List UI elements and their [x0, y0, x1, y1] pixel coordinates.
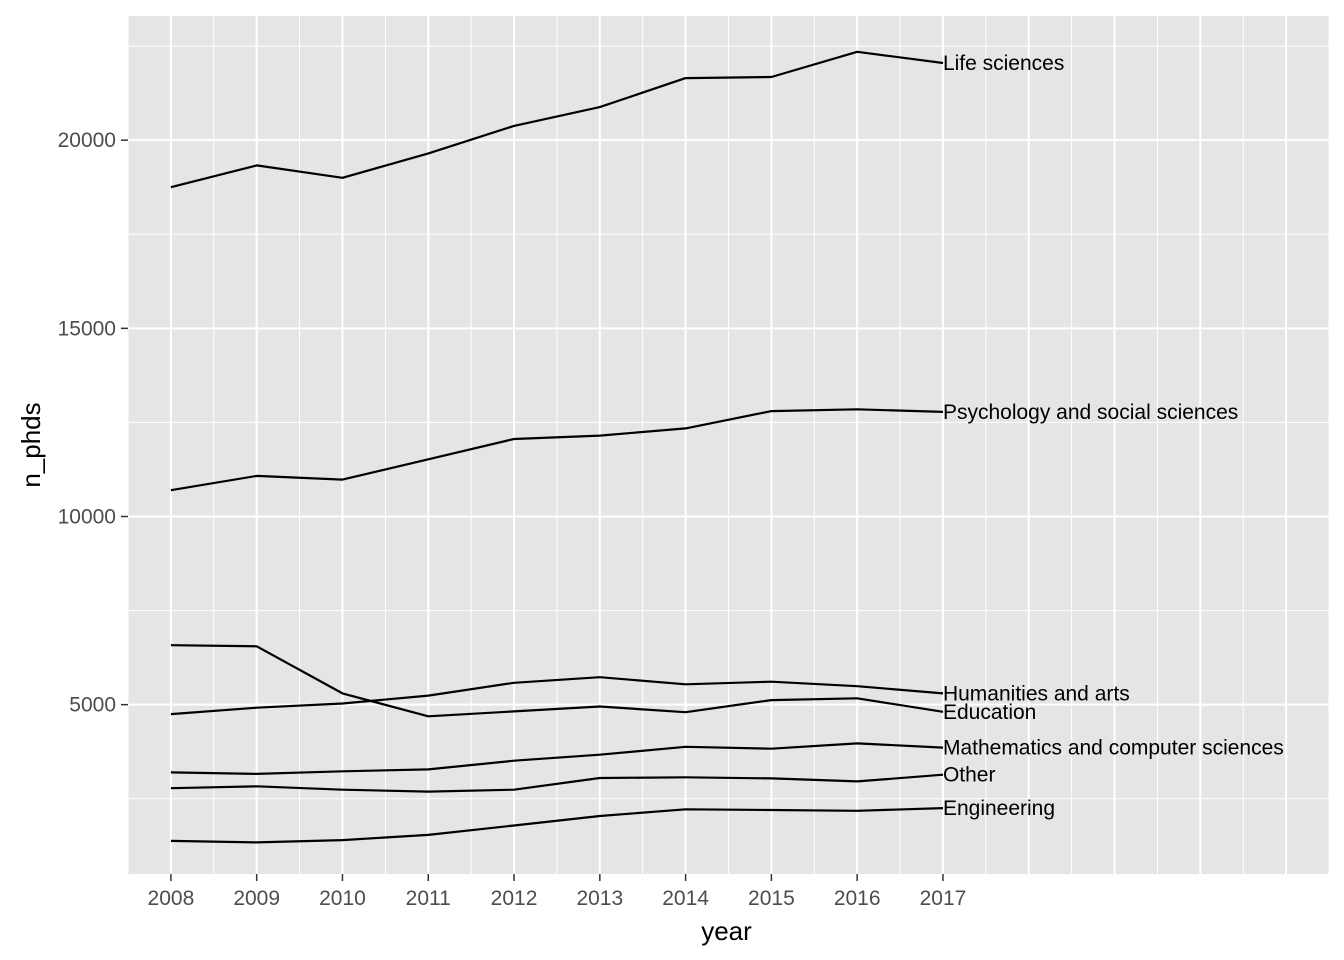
- x-tick-label: 2017: [920, 887, 967, 910]
- major-gridlines: [128, 16, 1329, 874]
- series-line: [170, 742, 944, 776]
- y-tick-label: 20000: [58, 129, 116, 152]
- series-label: Education: [943, 701, 1036, 724]
- x-tick-label: 2011: [406, 887, 451, 910]
- x-tick-label: 2010: [319, 887, 366, 910]
- x-tick-label: 2012: [491, 887, 538, 910]
- y-tick-label: 10000: [58, 506, 116, 529]
- series-line: [170, 676, 944, 716]
- series-labels: Life sciences Psychology and social scien…: [943, 52, 1284, 820]
- x-tick-label: 2016: [834, 887, 881, 910]
- series-label: Mathematics and computer sciences: [943, 737, 1284, 760]
- y-axis-title: n_phds: [16, 402, 46, 487]
- y-tick-label: 15000: [58, 317, 116, 340]
- series-lines: [170, 50, 944, 844]
- x-tick-label: 2014: [662, 887, 709, 910]
- series-line: [170, 50, 944, 189]
- minor-gridlines: [127, 16, 1330, 874]
- series-label: Engineering: [943, 797, 1055, 820]
- series-label: Humanities and arts: [943, 682, 1130, 705]
- series-label: Other: [943, 764, 996, 787]
- series-line: [170, 644, 944, 718]
- x-tick-label: 2015: [748, 887, 795, 910]
- x-axis-title: year: [701, 916, 752, 946]
- y-axis: 5000 10000 15000 20000: [58, 129, 128, 717]
- x-tick-label: 2013: [576, 887, 623, 910]
- series-line: [170, 408, 944, 492]
- series-line: [170, 807, 944, 844]
- x-axis: 2008 2009 2010 2011 2012 2013 2014 2015 2016 2017: [148, 874, 967, 910]
- x-tick-label: 2008: [148, 887, 195, 910]
- series-label: Life sciences: [943, 52, 1064, 75]
- series-label: Psychology and social sciences: [943, 401, 1238, 424]
- series-line: [170, 773, 944, 793]
- y-tick-label: 5000: [69, 694, 116, 717]
- x-tick-label: 2009: [233, 887, 280, 910]
